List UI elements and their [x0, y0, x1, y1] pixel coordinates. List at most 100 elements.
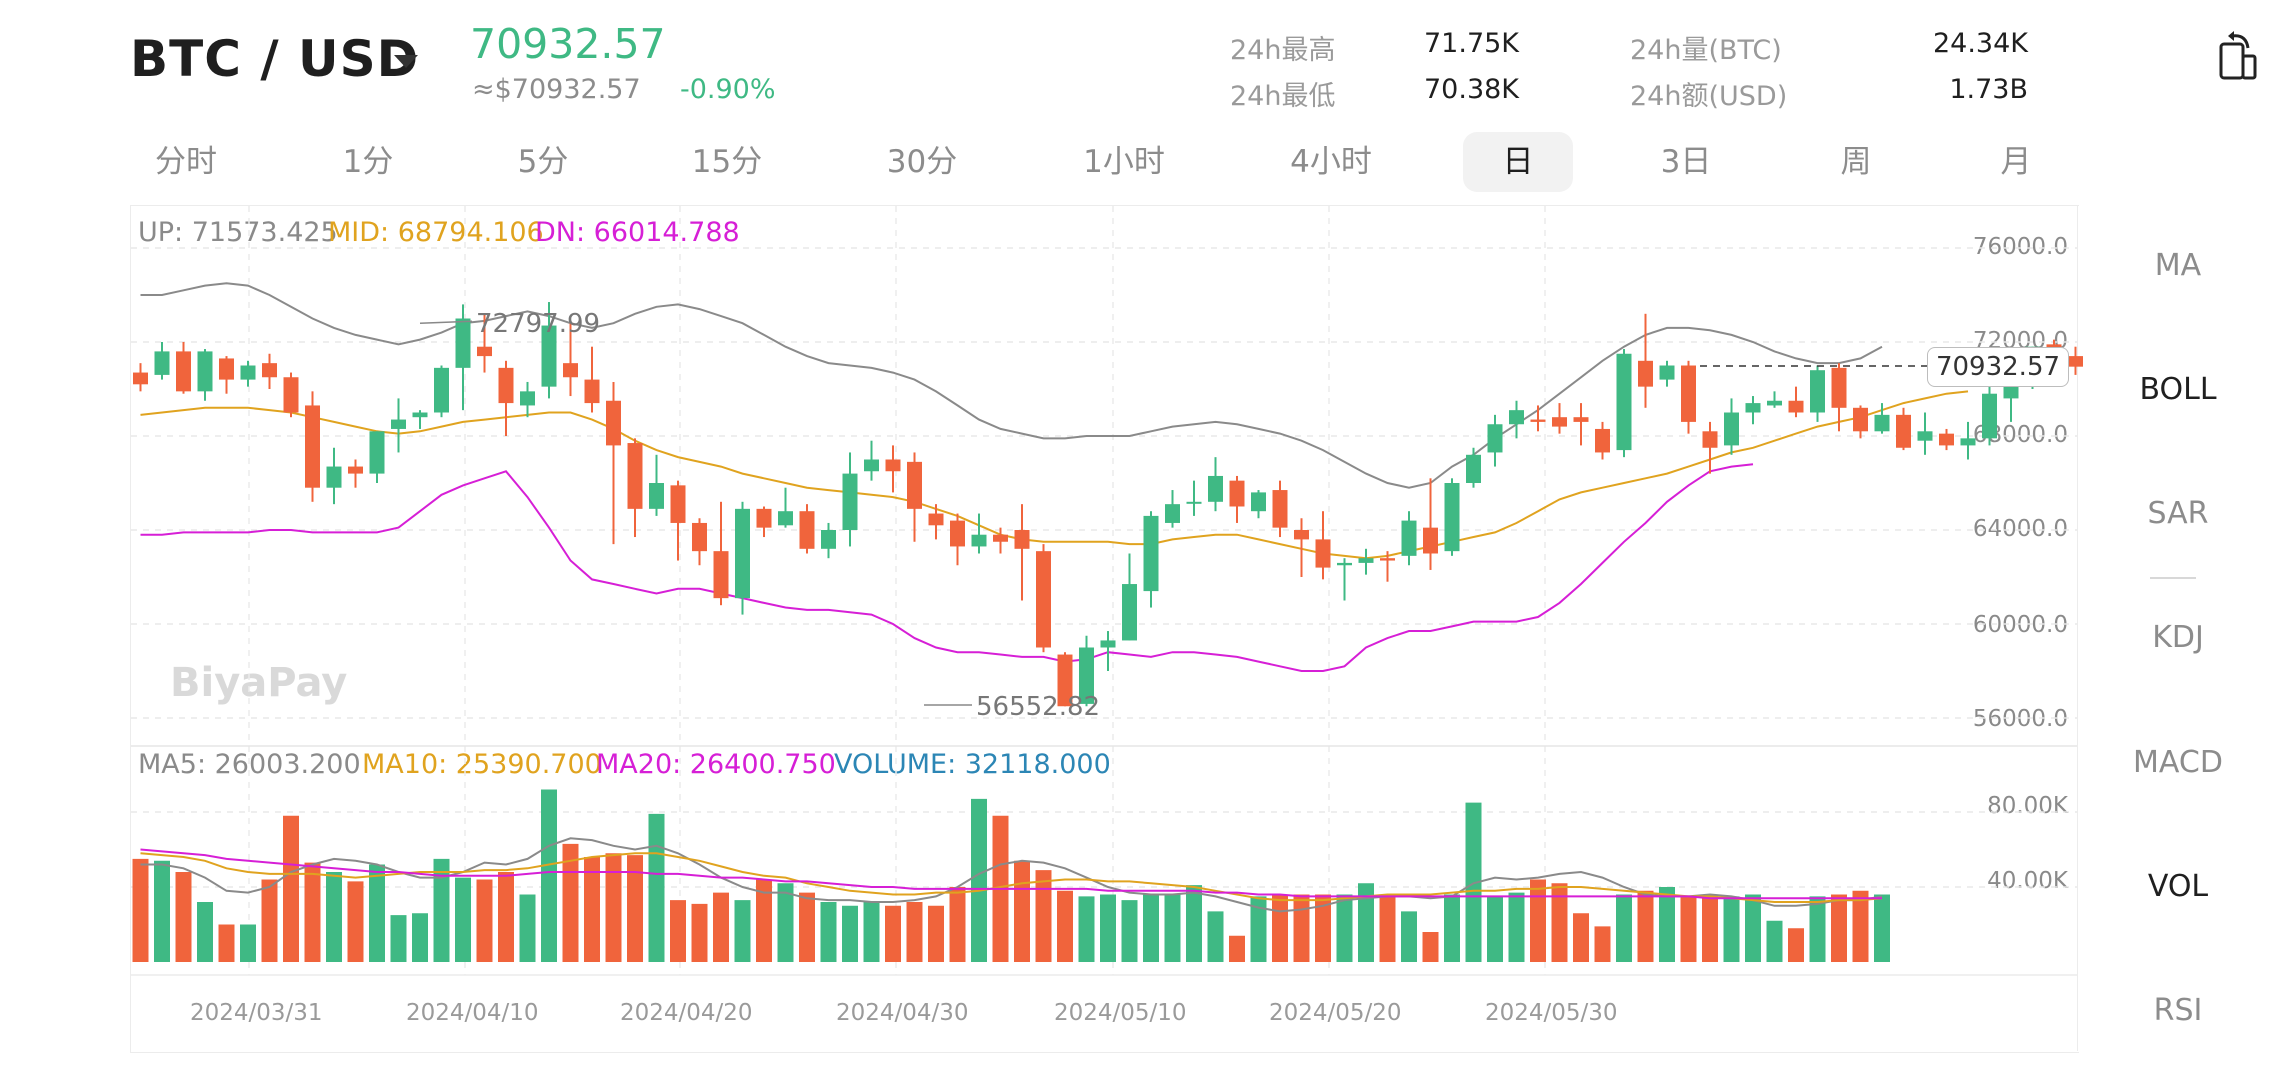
candle-body — [219, 358, 234, 380]
volume-bar — [1164, 894, 1181, 962]
volume-ma5-line — [140, 837, 1883, 913]
price-tick: 76000.0 — [1972, 234, 2068, 260]
candle-body — [1165, 504, 1180, 523]
stat-volume-label: 24h量(BTC) — [1630, 35, 1782, 66]
indicator-macd[interactable]: MACD — [2133, 745, 2223, 780]
tab-timeframe-4[interactable]: 30分 — [886, 144, 958, 180]
candle-body — [1079, 647, 1094, 704]
volume-bar — [1573, 913, 1589, 962]
volume-bar — [648, 813, 665, 962]
pair-dropdown-caret-icon[interactable] — [394, 55, 418, 68]
date-tick: 2024/03/31 — [190, 1000, 323, 1026]
volume-bar — [713, 892, 729, 962]
rotate-screen-icon[interactable] — [2218, 30, 2258, 82]
last-price-marker: 70932.57 — [1927, 347, 2069, 387]
tab-timeframe-9[interactable]: 周 — [1840, 144, 1872, 180]
candle-body — [885, 459, 901, 472]
volume-bar — [1207, 911, 1224, 962]
candle-body — [2068, 356, 2083, 367]
candle-body — [133, 372, 148, 385]
volume-bar — [175, 872, 192, 962]
candle-body — [606, 400, 621, 446]
volume-legend: VOLUME: 32118.000 — [834, 749, 1111, 780]
candle-body — [1186, 501, 1202, 504]
indicator-rsi[interactable]: RSI — [2153, 993, 2203, 1028]
candle-body — [1724, 412, 1739, 446]
indicator-separator — [2150, 577, 2196, 579]
volume-bar — [1444, 894, 1460, 962]
stat-amount-label: 24h额(USD) — [1630, 81, 1788, 112]
candle-body — [563, 363, 578, 378]
volume-bar — [1723, 896, 1740, 962]
candle-body — [1616, 353, 1632, 451]
volume-bar — [562, 843, 579, 962]
indicator-boll[interactable]: BOLL — [2139, 372, 2217, 407]
tab-timeframe-7[interactable]: 日 — [1463, 132, 1573, 192]
tab-timeframe-3[interactable]: 15分 — [691, 144, 763, 180]
indicator-sar[interactable]: SAR — [2147, 496, 2209, 531]
candle-body — [1229, 480, 1245, 507]
volume-bar — [1315, 894, 1331, 962]
volume-bar — [1680, 896, 1697, 962]
candle-body — [1509, 410, 1524, 425]
candle-body — [1380, 558, 1395, 561]
candle-body — [1982, 393, 1997, 439]
boll-middle-line — [140, 390, 1969, 560]
candle-body — [326, 466, 342, 488]
candle-body — [649, 483, 664, 509]
candle-body — [1702, 431, 1718, 448]
candle-body — [1122, 584, 1137, 641]
volume-bar — [455, 877, 471, 962]
tab-timeframe-6[interactable]: 4小时 — [1290, 144, 1372, 180]
tab-timeframe-8[interactable]: 3日 — [1660, 144, 1712, 180]
indicator-kdj[interactable]: KDJ — [2152, 620, 2204, 655]
trading-pair-title[interactable]: BTC / USD — [130, 30, 420, 88]
volume-bar — [1336, 894, 1353, 962]
volume-ma10-line — [140, 852, 1883, 903]
stat-amount-value: 1.73B — [1949, 74, 2028, 105]
volume-bar — [519, 894, 536, 962]
indicator-vol[interactable]: VOL — [2147, 869, 2209, 904]
indicator-ma[interactable]: MA — [2154, 248, 2202, 283]
volume-bar — [799, 892, 815, 962]
volume-bar — [627, 855, 643, 962]
stat-volume-value: 24.34K — [1932, 28, 2028, 59]
vol-ma10-legend: MA10: 25390.700 — [362, 749, 602, 780]
tab-timeframe-5[interactable]: 1小时 — [1083, 144, 1165, 180]
candle-body — [154, 351, 170, 375]
candle-body — [1294, 530, 1309, 540]
volume-bar — [949, 887, 966, 962]
tab-timeframe-0[interactable]: 分时 — [155, 144, 217, 180]
volume-bar — [691, 903, 708, 962]
stat-low-value: 70.38K — [1424, 74, 1520, 105]
volume-bar — [1530, 879, 1546, 962]
volume-bar — [390, 915, 407, 962]
volume-bar — [218, 924, 235, 962]
candle-body — [391, 419, 406, 429]
price-tick: 60000.0 — [1972, 612, 2068, 638]
date-tick: 2024/05/30 — [1485, 1000, 1618, 1026]
candle-body — [1208, 475, 1223, 502]
tab-timeframe-1[interactable]: 1分 — [342, 144, 394, 180]
candle-body — [1337, 562, 1352, 566]
volume-bar — [541, 789, 557, 962]
date-tick: 2024/04/10 — [406, 1000, 539, 1026]
volume-bar — [132, 858, 149, 962]
volume-bar — [1078, 896, 1095, 962]
candle-body — [1767, 400, 1782, 406]
tab-timeframe-2[interactable]: 5分 — [517, 144, 569, 180]
tab-timeframe-10[interactable]: 月 — [2000, 144, 2032, 180]
candle-body — [1466, 454, 1481, 483]
high-marker-line — [419, 320, 473, 324]
candle-body — [1444, 483, 1460, 552]
low-marker-label: 56552.82 — [976, 692, 1100, 722]
approx-usd-price: ≈$70932.57 — [472, 74, 641, 105]
candle-body — [713, 551, 729, 599]
volume-tick: 40.00K — [1987, 868, 2068, 894]
watermark-logo: BiyaPay — [170, 660, 348, 706]
candle-body — [842, 473, 858, 530]
candle-body — [1874, 414, 1890, 432]
price-tick: 56000.0 — [1972, 706, 2068, 732]
volume-bar — [670, 900, 686, 962]
